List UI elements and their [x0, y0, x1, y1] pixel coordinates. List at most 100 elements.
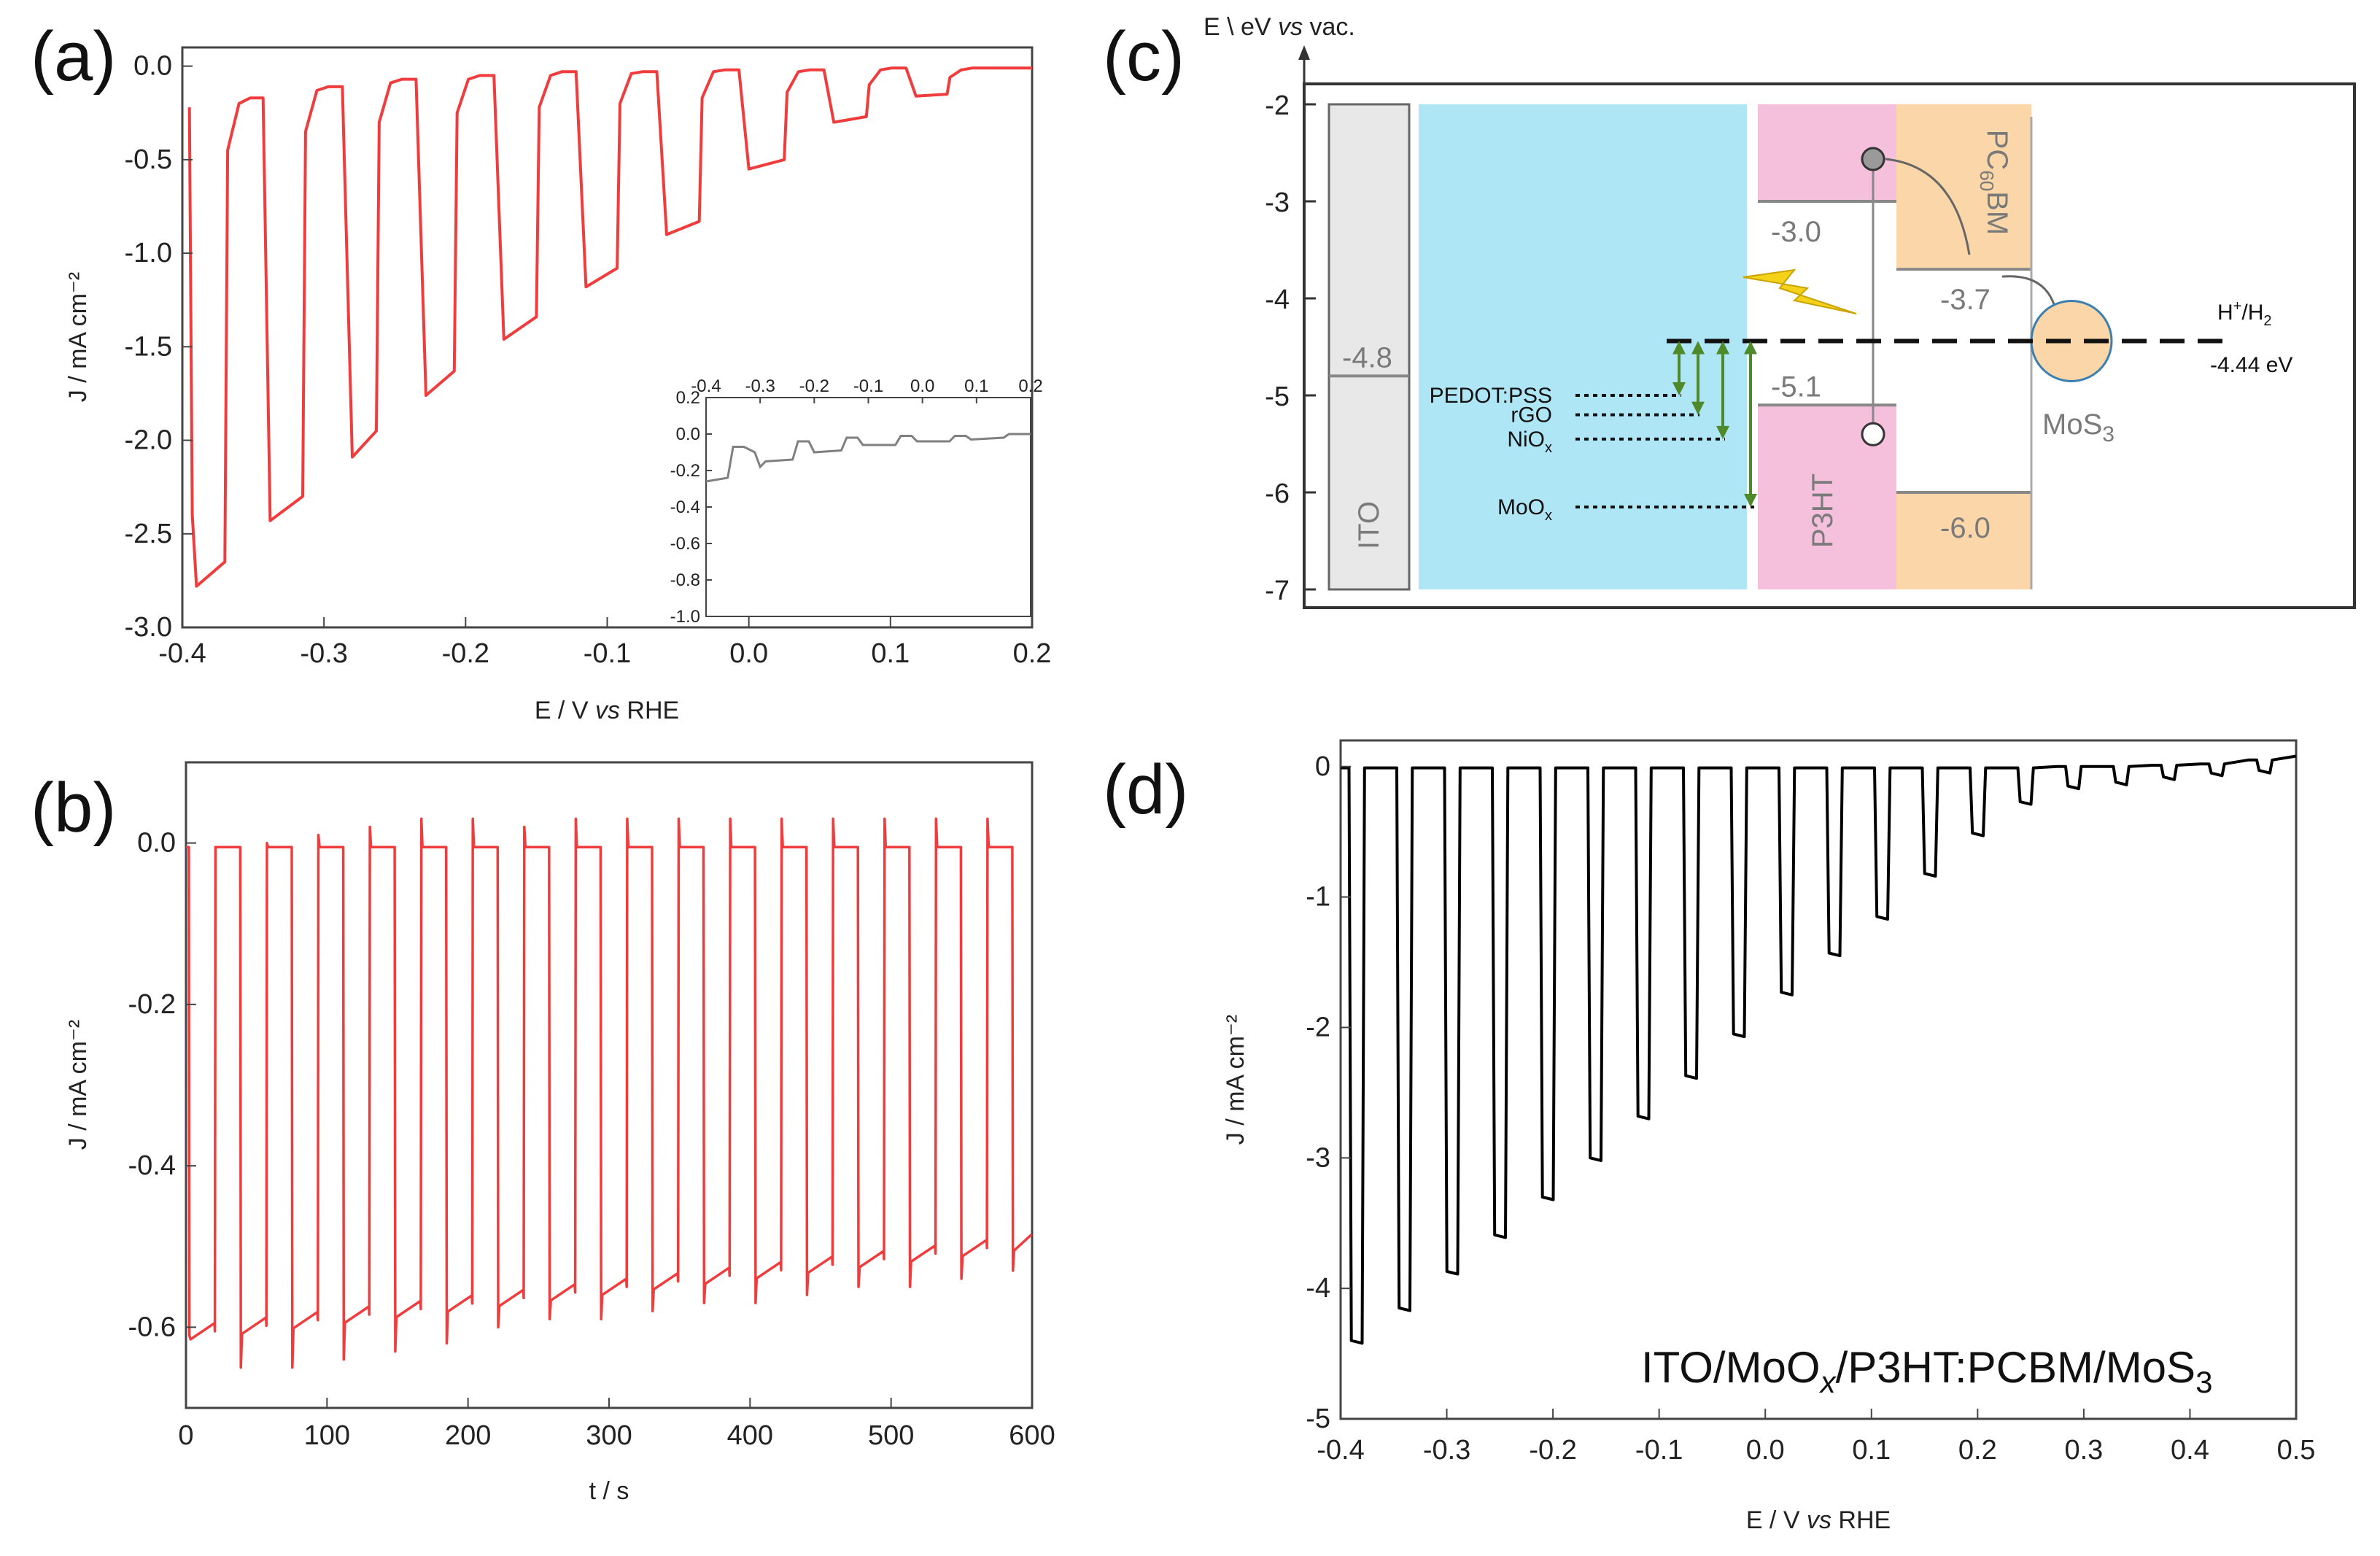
hole-transfer-arrowhead-down-1 [1691, 401, 1705, 415]
chart-d-xtick-label: 0.3 [2064, 1435, 2103, 1466]
hole-transfer-arrowhead-down-3 [1744, 493, 1757, 507]
chart-d-ytick-label: -2 [1306, 1012, 1330, 1042]
hole-transfer-arrowhead-down-0 [1672, 382, 1686, 395]
chart-a-inset: -0.4 -0.3 -0.2 -0.1 0.0 0.1 0.2 0.2 0.0 -0.2 -0.4… [670, 376, 1043, 627]
chart-d-xtick-label: 0.5 [2277, 1435, 2316, 1466]
hole-transfer-arrowhead-up-1 [1691, 341, 1705, 355]
panel-label-c: (c) [1103, 18, 1185, 96]
chart-a-ytick-label: 0.0 [133, 51, 172, 82]
pcbm-homo-block [1896, 492, 2031, 589]
inset-ytick-label: -0.8 [670, 570, 700, 590]
hole-transfer-arrowhead-up-0 [1672, 341, 1686, 355]
chart-d-ytick-label: -4 [1306, 1273, 1330, 1304]
chart-b: 0 100 200 300 400 500 600 0.0 -0.2 -0.4 -0.6 t / … [64, 761, 1055, 1505]
chart-d-xtick-label: 0.2 [1958, 1435, 1997, 1466]
hole-dot [1861, 422, 1885, 446]
redox-value-label: -4.44 eV [2210, 353, 2292, 377]
chart-a: -0.4 -0.3 -0.2 -0.1 0.0 0.1 0.2 0.0 -0.5 -1.0 -1.… [64, 46, 1051, 724]
chart-b-xtick-label: 100 [304, 1420, 350, 1451]
chart-b-xtick-label: 500 [868, 1420, 914, 1451]
rgo-label: rGO [1511, 403, 1552, 427]
chart-c-ytick-label: -2 [1265, 90, 1290, 121]
hole-transport-layer-block [1419, 104, 1747, 589]
inset-ytick-label: 0.2 [676, 388, 700, 408]
chart-d-ytick-label: -1 [1306, 882, 1330, 913]
chart-a-ytick-label: -2.0 [125, 425, 172, 456]
chart-b-ytick-label: -0.6 [128, 1312, 176, 1342]
chart-a-ytick-label: -2.5 [125, 519, 172, 549]
chart-b-xtick-label: 0 [178, 1420, 193, 1451]
p3ht-label: P3HT [1807, 473, 1839, 548]
chart-b-ytick-label: 0.0 [137, 828, 176, 859]
chart-d-xtick-label: -0.4 [1317, 1435, 1364, 1466]
chart-c-ytick-label: -5 [1265, 382, 1290, 412]
inset-xtick-label: -0.4 [691, 376, 721, 396]
chart-c-ylabel: E \ eV vs vac. [1203, 13, 1355, 41]
panel-label-a: (a) [31, 18, 116, 96]
pedotpss-label: PEDOT:PSS [1430, 384, 1552, 408]
chart-c-ytick-label: -7 [1265, 576, 1290, 606]
chart-d-xtick-label: 0.1 [1852, 1435, 1891, 1466]
chart-a-ytick-label: -1.0 [125, 238, 172, 268]
panel-label-b: (b) [31, 769, 116, 847]
chart-d-xtick-label: -0.3 [1423, 1435, 1470, 1466]
pcbm-homo-value: -6.0 [1940, 512, 1991, 544]
inset-ytick-label: -0.6 [670, 534, 700, 554]
hole-transfer-arrowhead-up-2 [1716, 341, 1729, 355]
inset-ytick-label: -0.2 [670, 461, 700, 481]
chart-a-xtick-label: 0.1 [871, 638, 910, 669]
niox-label: NiOx [1507, 427, 1552, 456]
chart-d-xlabel: E / V vs RHE [1746, 1506, 1891, 1534]
chart-c-energy-diagram: E \ eV vs vac. -2 -3 -4 -5 -6 -7 -4.8 ITO -3.… [1203, 13, 2356, 609]
pcbm-label: PC60BM [1976, 130, 2013, 236]
inset-ytick-label: -1.0 [670, 607, 700, 627]
pcbm-lumo-value: -3.7 [1940, 284, 1991, 316]
chart-b-ytick-label: -0.2 [128, 989, 176, 1020]
inset-xtick-label: 0.1 [964, 376, 988, 396]
panel-label-d: (d) [1103, 751, 1188, 829]
chart-a-ytick-label: -3.0 [125, 612, 172, 643]
electron-dot [1861, 147, 1885, 171]
chart-b-series-line [186, 817, 1033, 1369]
chart-b-xtick-label: 400 [727, 1420, 773, 1451]
chart-d-xtick-label: 0.0 [1746, 1435, 1785, 1466]
hole-transfer-arrowhead-up-3 [1744, 341, 1757, 355]
chart-d-xtick-label: -0.2 [1529, 1435, 1576, 1466]
chart-c-axis-arrowhead [1298, 45, 1310, 60]
chart-d-xtick-label: 0.4 [2171, 1435, 2209, 1466]
light-bolt-icon [1743, 268, 1857, 314]
chart-b-xtick-label: 300 [586, 1420, 632, 1451]
chart-a-ylabel: J / mA cm⁻² [64, 272, 92, 403]
inset-ytick-label: 0.0 [676, 425, 700, 444]
chart-b-xtick-label: 600 [1009, 1420, 1055, 1451]
chart-b-frame [185, 761, 1034, 1409]
inset-xtick-label: -0.1 [853, 376, 883, 396]
chart-d-series-line [1341, 754, 2297, 1345]
inset-ytick-label: -0.4 [670, 498, 700, 517]
chart-a-xlabel: E / V vs RHE [535, 697, 679, 724]
inset-background [706, 398, 1031, 616]
redox-couple-label: H+/H2 [2217, 298, 2271, 329]
inset-xtick-label: 0.2 [1018, 376, 1042, 396]
chart-d-ytick-label: -5 [1306, 1404, 1330, 1434]
chart-b-ylabel: J / mA cm⁻² [64, 1020, 92, 1150]
ito-block [1327, 103, 1411, 591]
chart-c-ytick-label: -6 [1265, 479, 1290, 509]
chart-c-frame [1303, 82, 2356, 609]
mos3-label: MoS3 [2042, 409, 2115, 446]
chart-a-xtick-label: -0.3 [300, 638, 347, 669]
chart-d-ytick-label: 0 [1315, 751, 1330, 782]
ito-label: ITO [1353, 501, 1385, 549]
pcbm-lumo-block [1896, 104, 2031, 270]
chart-d-ylabel: J / mA cm⁻² [1222, 1015, 1249, 1145]
chart-a-ytick-label: -0.5 [125, 144, 172, 175]
chart-d-xtick-label: -0.1 [1635, 1435, 1683, 1466]
chart-a-ytick-label: -1.5 [125, 331, 172, 362]
inset-xtick-label: -0.2 [799, 376, 829, 396]
chart-a-xtick-label: -0.4 [158, 638, 206, 669]
chart-a-xtick-label: -0.2 [442, 638, 489, 669]
p3ht-homo-value: -5.1 [1771, 371, 1821, 403]
chart-a-xtick-label: 0.0 [729, 638, 768, 669]
electron-transfer-arrow [1885, 158, 1971, 255]
